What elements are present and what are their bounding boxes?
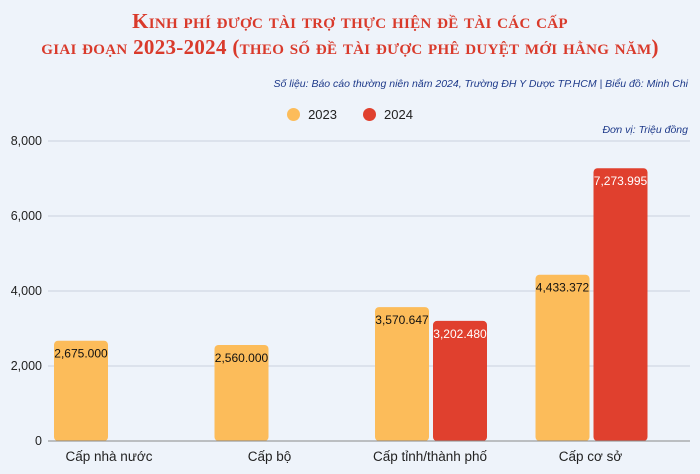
data-label: 3,570.647 <box>375 313 429 327</box>
x-tick-label: Cấp nhà nước <box>66 449 153 464</box>
bar-2023 <box>214 345 269 441</box>
bar-2023 <box>54 340 108 441</box>
data-label: 3,202.480 <box>433 327 487 341</box>
legend-label-2024: 2024 <box>384 107 413 122</box>
y-tick-label: 4,000 <box>11 284 42 298</box>
data-label: 2,560.000 <box>215 351 269 365</box>
data-label: 2,675.000 <box>54 347 108 361</box>
data-label: 4,433.372 <box>536 281 590 295</box>
unit-note: Đơn vị: Triệu đồng <box>602 124 688 136</box>
bar-2023 <box>535 274 590 441</box>
data-label: 7,273.995 <box>594 174 648 188</box>
legend: 2023 2024 <box>0 107 700 122</box>
legend-label-2023: 2023 <box>308 107 337 122</box>
bar-2024 <box>433 320 487 441</box>
x-tick-label: Cấp tỉnh/thành phố <box>373 449 488 464</box>
chart-title: Kinh phí được tài trợ thực hiện đề tài c… <box>0 8 700 60</box>
source-note: Số liệu: Báo cáo thường niên năm 2024, T… <box>273 78 688 90</box>
x-tick-label: Cấp bộ <box>248 449 292 464</box>
legend-swatch-2023 <box>287 108 301 121</box>
legend-swatch-2024 <box>363 108 376 121</box>
legend-item-2024: 2024 <box>363 107 413 122</box>
y-tick-label: 2,000 <box>11 359 42 373</box>
chart-title-line2: giai đoạn 2023-2024 (theo số đề tài được… <box>41 35 659 59</box>
chart-title-line1: Kinh phí được tài trợ thực hiện đề tài c… <box>132 9 568 33</box>
bar-2023 <box>375 307 429 441</box>
y-tick-label: 8,000 <box>11 134 42 148</box>
y-tick-label: 6,000 <box>11 209 42 223</box>
legend-item-2023: 2023 <box>287 107 337 122</box>
bar-2024 <box>593 168 648 441</box>
x-tick-label: Cấp cơ sở <box>559 449 623 464</box>
y-tick-label: 0 <box>35 434 42 448</box>
